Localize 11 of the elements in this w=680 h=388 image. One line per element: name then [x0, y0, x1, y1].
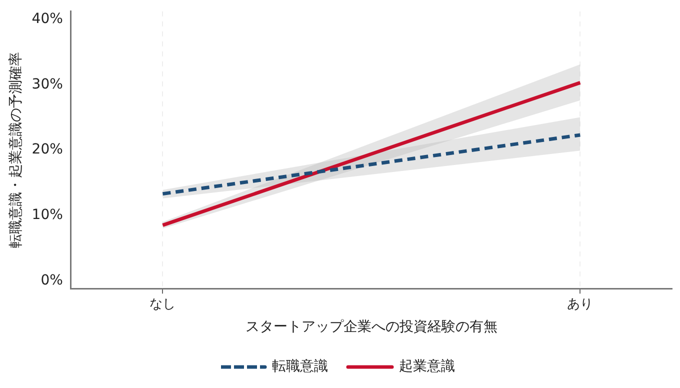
x-axis-title: スタートアップ企業への投資経験の有無 — [245, 319, 498, 336]
y-tick-label: 30% — [32, 76, 63, 92]
y-tick-label: 20% — [32, 142, 63, 158]
y-axis-title: 転職意識・起業意識の予測確率 — [8, 52, 24, 248]
y-tick-label: 0% — [40, 272, 63, 288]
y-tick-label: 10% — [32, 207, 63, 224]
legend-label: 起業意識 — [399, 358, 455, 375]
x-tick-label: なし — [150, 296, 176, 312]
x-tick-label: あり — [567, 296, 594, 312]
legend-label: 転職意識 — [272, 358, 328, 375]
y-tick-label: 40% — [32, 10, 63, 27]
